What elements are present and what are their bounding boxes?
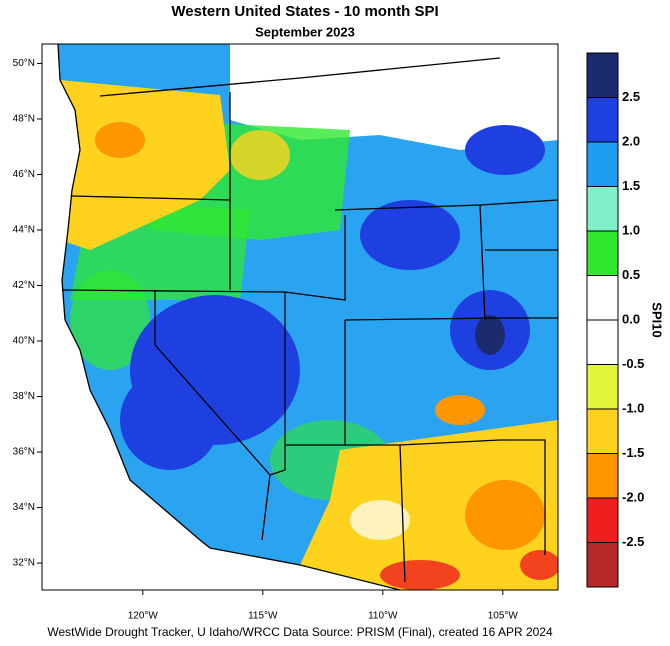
lat-tick-label: 46°N <box>13 169 35 180</box>
lat-tick-label: 34°N <box>13 502 35 513</box>
colorbar-tick-label: -1.0 <box>622 400 644 415</box>
colorbar-tick-label: -1.5 <box>622 445 644 460</box>
colorbar-tick-label: 0.0 <box>622 311 640 326</box>
coastline <box>57 44 401 590</box>
colorbar-tick-label: 0.5 <box>622 267 640 282</box>
lat-tick-label: 42°N <box>13 280 35 291</box>
colorbar-tick-label: 1.0 <box>622 222 640 237</box>
colorbar-swatch <box>587 142 618 187</box>
lat-tick-label: 36°N <box>13 447 35 458</box>
colorbar-swatch <box>587 186 618 231</box>
colorbar-tick-label: 2.0 <box>622 133 640 148</box>
colorbar-swatch <box>587 409 618 454</box>
footer: WestWide Drought Tracker, U Idaho/WRCC D… <box>47 625 553 639</box>
lat-tick-label: 48°N <box>13 114 35 125</box>
colorbar-tick-label: -0.5 <box>622 356 644 371</box>
colorbar-swatch <box>587 231 618 276</box>
colorbar-tick-label: -2.5 <box>622 534 644 549</box>
colorbar-swatch <box>587 53 618 98</box>
colorbar-swatch <box>587 498 618 543</box>
colorbar-swatch <box>587 364 618 409</box>
lat-tick-label: 44°N <box>13 225 35 236</box>
state-borders <box>61 92 558 583</box>
lat-tick-label: 38°N <box>13 391 35 402</box>
canada-border <box>99 57 501 97</box>
lon-tick-label: 105°W <box>488 611 519 622</box>
lat-tick-label: 50°N <box>13 58 35 69</box>
colorbar-swatch <box>587 275 618 320</box>
lon-tick-label: 115°W <box>248 611 278 622</box>
lat-tick-label: 40°N <box>13 336 35 347</box>
colorbar-swatch <box>587 97 618 142</box>
subtitle: September 2023 <box>255 24 355 39</box>
map-frame <box>41 43 559 591</box>
colorbar-swatch <box>587 542 618 587</box>
lat-tick-label: 32°N <box>13 558 35 569</box>
colorbar-swatch <box>587 320 618 365</box>
lon-tick-label: 110°W <box>368 611 398 622</box>
map-area <box>57 44 558 590</box>
lon-tick-label: 120°W <box>128 611 159 622</box>
colorbar-swatch <box>587 453 618 498</box>
colorbar-title: SPI10 <box>650 302 665 337</box>
colorbar-tick-label: -2.0 <box>622 489 644 504</box>
spi-field <box>58 44 558 590</box>
colorbar-tick-label: 2.5 <box>622 89 640 104</box>
colorbar-tick-label: 1.5 <box>622 178 640 193</box>
title: Western United States - 10 month SPI <box>171 3 438 20</box>
